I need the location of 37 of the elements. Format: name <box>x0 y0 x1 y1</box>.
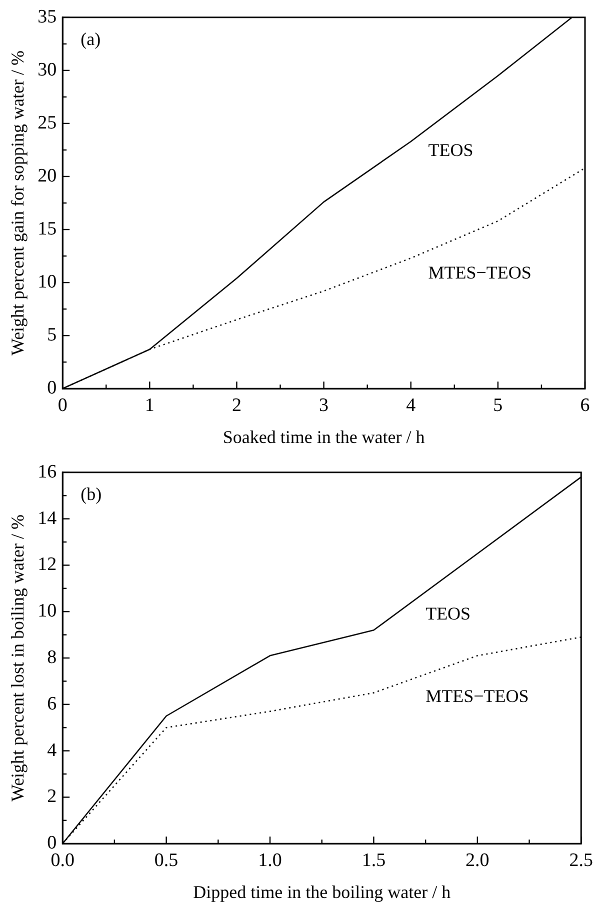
y-tick-label: 2 <box>47 786 57 808</box>
y-tick-label: 10 <box>38 272 57 293</box>
x-tick-label: 1.0 <box>258 850 282 871</box>
x-tick-label: 0.5 <box>154 850 178 871</box>
y-tick-label: 5 <box>47 324 57 346</box>
series-label: TEOS <box>426 604 471 624</box>
y-tick-label: 20 <box>38 165 57 186</box>
y-tick-label: 8 <box>47 646 57 668</box>
y-axis-title: Weight percent lost in boiling water / % <box>8 514 28 802</box>
x-tick-label: 2 <box>232 394 242 416</box>
y-tick-label: 12 <box>38 554 57 576</box>
y-tick-label: 25 <box>38 112 57 134</box>
y-tick-label: 16 <box>38 461 57 482</box>
x-tick-label: 2.0 <box>466 850 490 871</box>
y-tick-label: 35 <box>38 6 57 28</box>
x-axis-title: Dipped time in the boiling water / h <box>193 882 451 902</box>
y-tick-label: 0 <box>47 378 57 399</box>
y-tick-label: 15 <box>38 218 57 240</box>
x-tick-label: 5 <box>493 394 503 416</box>
y-tick-label: 6 <box>47 693 57 714</box>
x-tick-label: 6 <box>580 394 590 416</box>
y-tick-label: 30 <box>38 59 57 80</box>
y-axis-title: Weight percent gain for sopping water / % <box>8 50 28 356</box>
x-tick-label: 2.5 <box>569 850 593 871</box>
x-tick-label: 3 <box>319 394 329 416</box>
y-tick-label: 4 <box>47 740 58 761</box>
series-label: MTES−TEOS <box>426 686 529 706</box>
x-tick-label: 4 <box>406 394 416 416</box>
annotation: (a) <box>80 29 101 50</box>
series-label: TEOS <box>428 140 474 160</box>
y-tick-label: 10 <box>38 600 57 622</box>
x-tick-label: 1 <box>144 394 154 416</box>
y-tick-label: 14 <box>38 508 58 529</box>
x-axis-title: Soaked time in the water / h <box>222 426 425 447</box>
x-tick-label: 1.5 <box>362 850 386 871</box>
annotation: (b) <box>80 484 102 504</box>
series-label: MTES−TEOS <box>428 262 532 282</box>
